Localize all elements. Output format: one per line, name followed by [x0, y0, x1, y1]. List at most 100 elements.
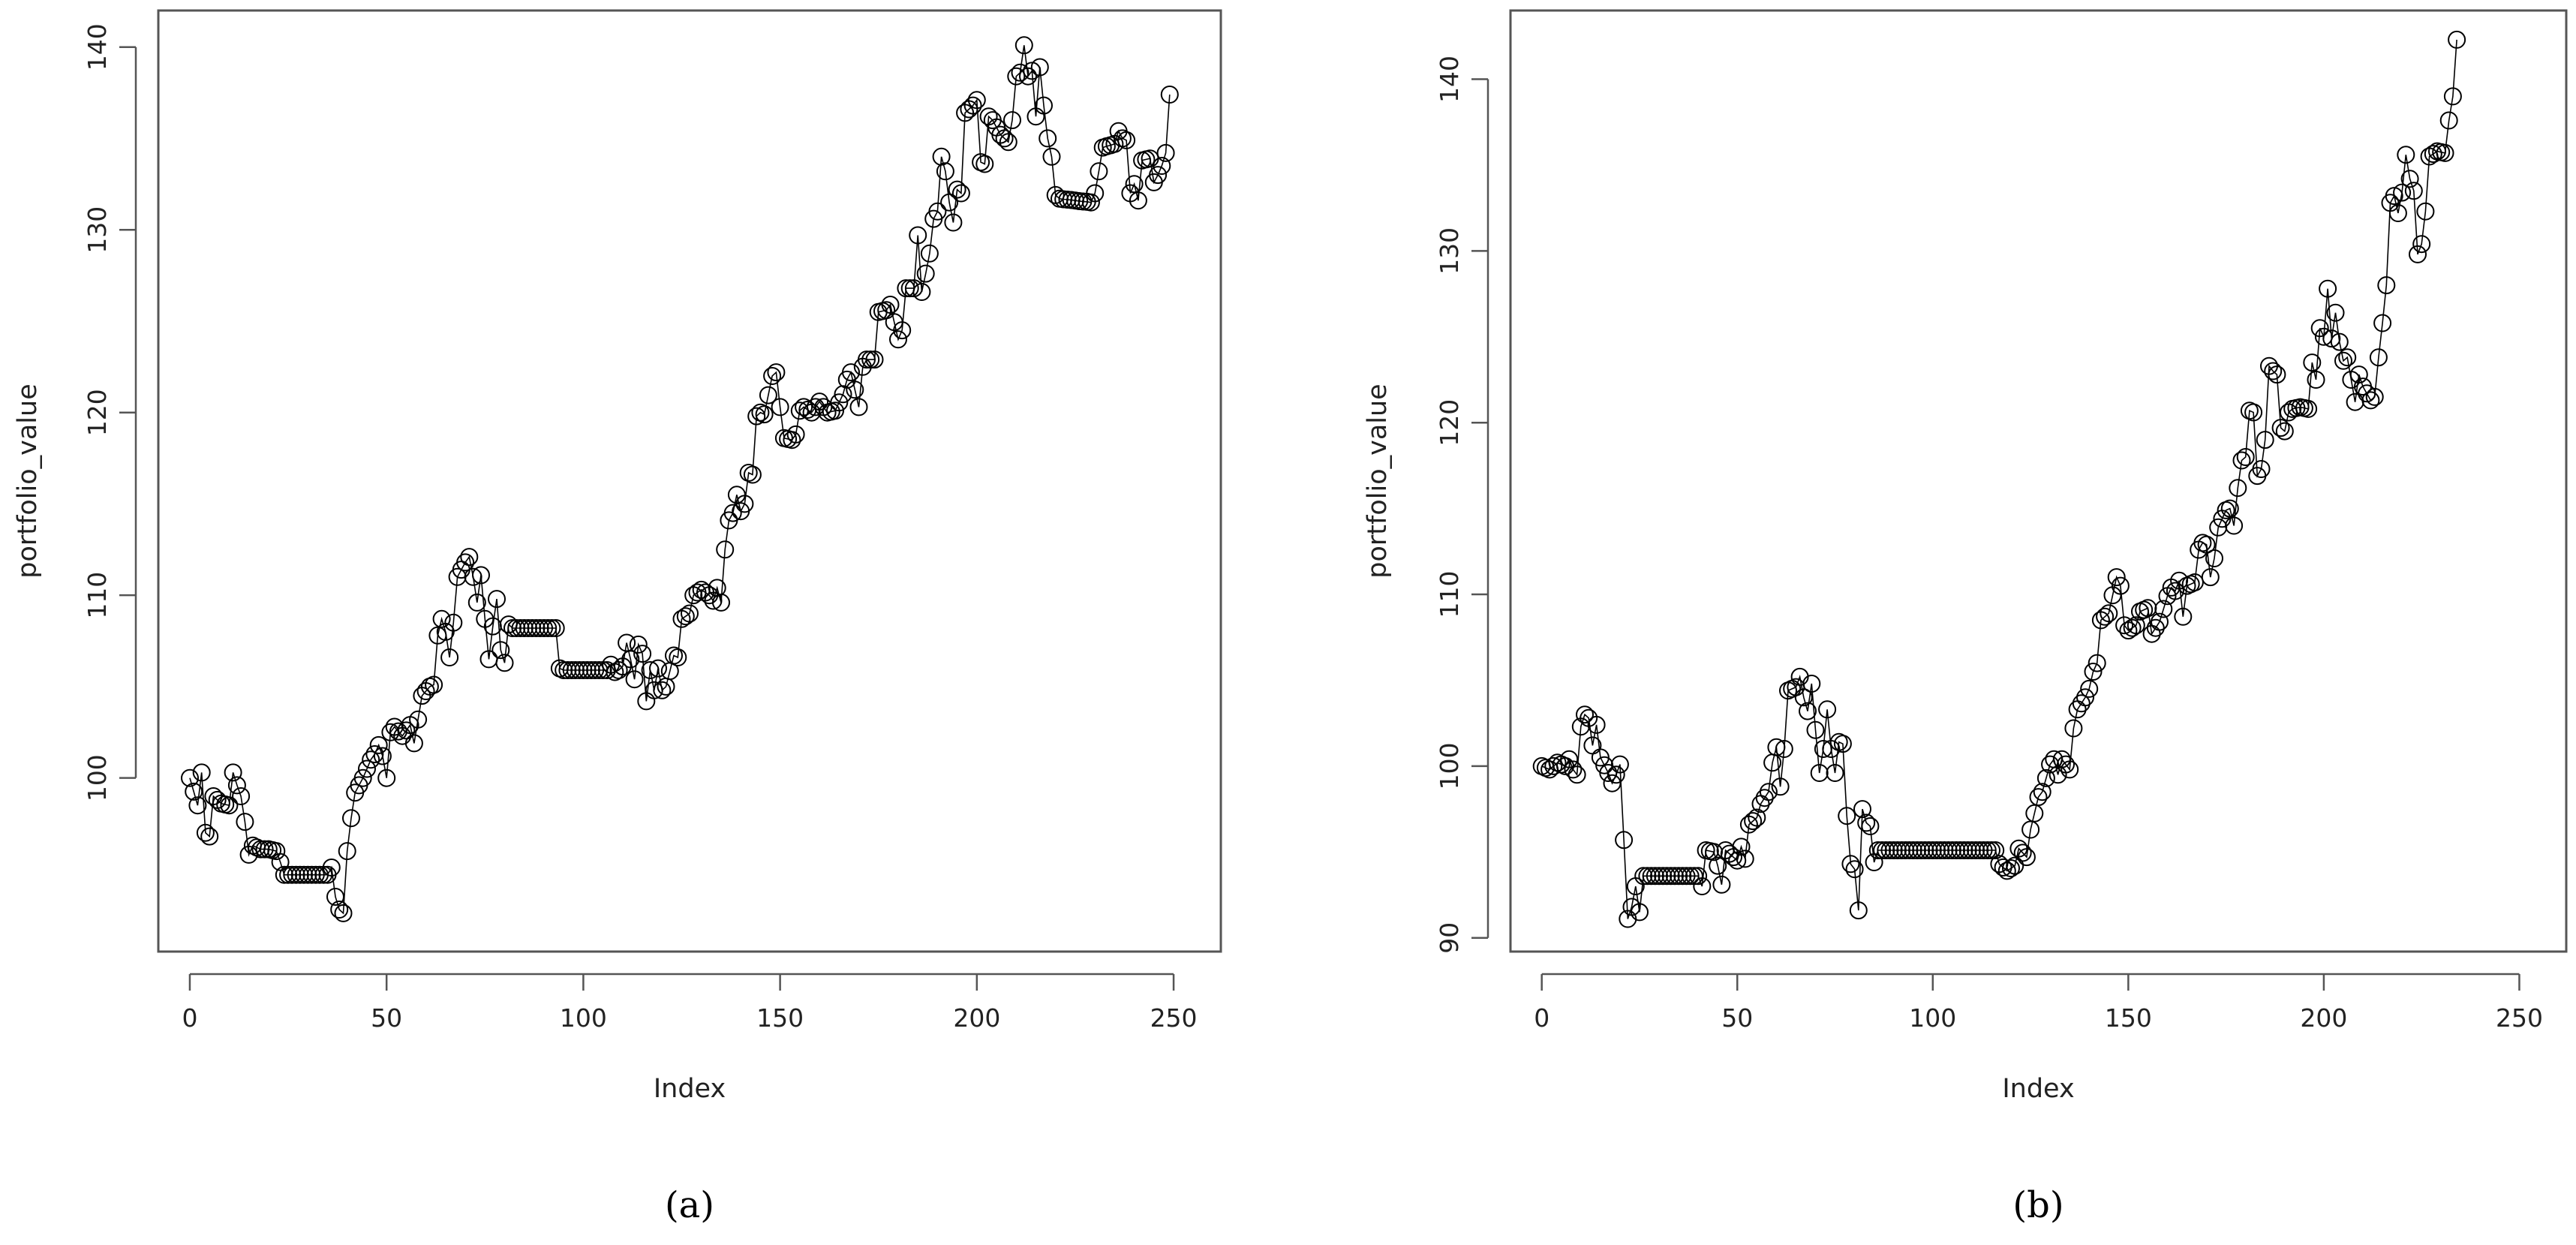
data-point [1967, 841, 1985, 859]
data-point [2400, 170, 2419, 188]
y-tick-label: 110 [1435, 571, 1464, 618]
data-point [527, 619, 546, 637]
data-point [645, 681, 663, 699]
data-point [1904, 841, 1922, 859]
data-point [322, 859, 341, 877]
y-axis-label: portfolio_value [1363, 383, 1393, 578]
data-point [849, 398, 868, 417]
data-point [236, 813, 254, 832]
data-point [2268, 365, 2286, 384]
data-point [1935, 841, 1954, 859]
data-point [1892, 841, 1911, 859]
data-point [2166, 582, 2184, 600]
data-point [1086, 184, 1105, 203]
data-point [1709, 856, 1727, 875]
data-point [2256, 431, 2274, 450]
data-point [641, 661, 660, 679]
data-point [963, 96, 982, 115]
data-point [432, 609, 451, 628]
series-points [1532, 30, 2466, 928]
data-point [279, 865, 298, 884]
data-point [861, 350, 880, 369]
data-point [1003, 111, 1021, 130]
data-point [2100, 604, 2118, 623]
data-point [1642, 867, 1661, 886]
data-point [271, 853, 290, 871]
data-point [842, 363, 860, 382]
data-point [2111, 576, 2130, 595]
data-point [1568, 765, 1586, 784]
data-point [2443, 87, 2462, 106]
data-point [743, 465, 762, 484]
data-point [1896, 841, 1915, 859]
x-axis-label: Index [654, 1074, 726, 1104]
x-tick-label: 50 [371, 1003, 402, 1033]
data-point [633, 645, 652, 663]
x-axis: 0 50 100 150 200 250 [1534, 973, 2543, 1033]
data-point [373, 747, 392, 765]
data-point [2349, 365, 2368, 384]
data-point [1802, 675, 1821, 693]
data-point [1544, 756, 1563, 775]
y-axis: 100 110 120 130 140 [83, 23, 137, 801]
data-point [467, 593, 486, 612]
data-point [665, 646, 683, 665]
data-point [681, 604, 699, 623]
data-point [1607, 765, 1625, 784]
data-point [562, 661, 581, 679]
data-point [2013, 844, 2032, 862]
data-point [2036, 768, 2055, 787]
x-tick-label: 150 [2105, 1003, 2152, 1033]
data-point [1908, 841, 1926, 859]
data-point [2385, 187, 2403, 206]
data-point [629, 635, 648, 654]
data-point [2409, 245, 2427, 263]
data-point [2373, 314, 2392, 332]
data-point [2299, 399, 2318, 418]
data-point [1748, 808, 1766, 827]
data-point [858, 350, 876, 369]
data-point [1943, 841, 1961, 859]
data-point [1576, 705, 1594, 724]
data-point [1744, 812, 1763, 831]
data-point [999, 133, 1017, 152]
data-point [763, 367, 782, 385]
data-point [196, 823, 215, 842]
data-point [232, 787, 251, 805]
data-point [1014, 36, 1033, 55]
data-point [1113, 129, 1132, 148]
data-point [830, 393, 849, 412]
data-point [535, 619, 553, 637]
data-point [369, 735, 388, 754]
data-point [1974, 841, 1993, 859]
data-point [2334, 351, 2352, 370]
data-point [2151, 612, 2169, 631]
data-point [543, 619, 561, 637]
data-point [570, 661, 589, 679]
data-point [2127, 616, 2145, 635]
data-point [951, 184, 970, 203]
data-point [1916, 841, 1934, 859]
data-point [783, 431, 801, 450]
data-point [940, 193, 959, 212]
data-point [2185, 573, 2204, 591]
data-point [181, 768, 199, 787]
data-point [2439, 111, 2458, 130]
y-axis: 90 100 110 120 130 140 [1435, 56, 1489, 954]
data-point [1923, 841, 1942, 859]
data-point [2303, 353, 2322, 372]
data-point [2232, 451, 2251, 470]
data-point [267, 842, 286, 861]
data-point [1861, 817, 1880, 835]
data-point [2080, 679, 2099, 698]
data-point [220, 796, 239, 815]
data-point [1759, 783, 1778, 801]
data-point [1638, 867, 1657, 886]
data-point [1826, 764, 1844, 782]
data-point [1939, 841, 1958, 859]
data-point [2174, 607, 2193, 626]
data-point [1019, 67, 1037, 86]
x-tick-label: 100 [560, 1003, 607, 1033]
data-point [944, 213, 963, 232]
data-point [2314, 327, 2333, 346]
